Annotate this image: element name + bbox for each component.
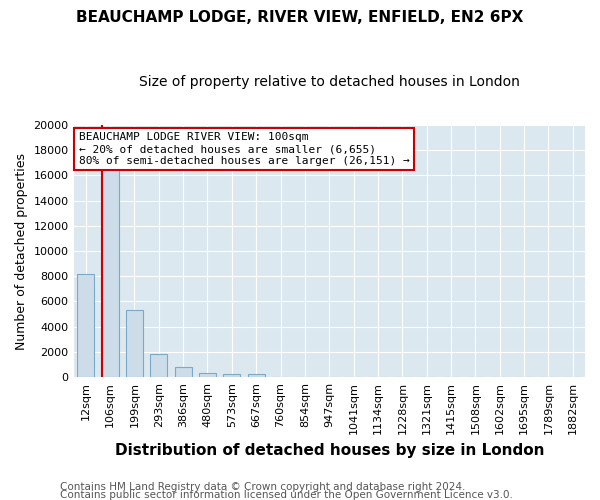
Y-axis label: Number of detached properties: Number of detached properties [15,152,28,350]
Text: Contains public sector information licensed under the Open Government Licence v3: Contains public sector information licen… [60,490,513,500]
Bar [175,367,191,377]
Text: BEAUCHAMP LODGE RIVER VIEW: 100sqm
← 20% of detached houses are smaller (6,655)
: BEAUCHAMP LODGE RIVER VIEW: 100sqm ← 20%… [79,132,409,166]
Bar [101,169,119,377]
Bar [248,374,265,377]
Bar [150,354,167,377]
Bar [126,310,143,377]
X-axis label: Distribution of detached houses by size in London: Distribution of detached houses by size … [115,442,544,458]
Bar [199,374,216,377]
Text: BEAUCHAMP LODGE, RIVER VIEW, ENFIELD, EN2 6PX: BEAUCHAMP LODGE, RIVER VIEW, ENFIELD, EN… [76,10,524,25]
Bar [223,374,241,377]
Title: Size of property relative to detached houses in London: Size of property relative to detached ho… [139,75,520,89]
Text: Contains HM Land Registry data © Crown copyright and database right 2024.: Contains HM Land Registry data © Crown c… [60,482,466,492]
Bar [77,274,94,377]
